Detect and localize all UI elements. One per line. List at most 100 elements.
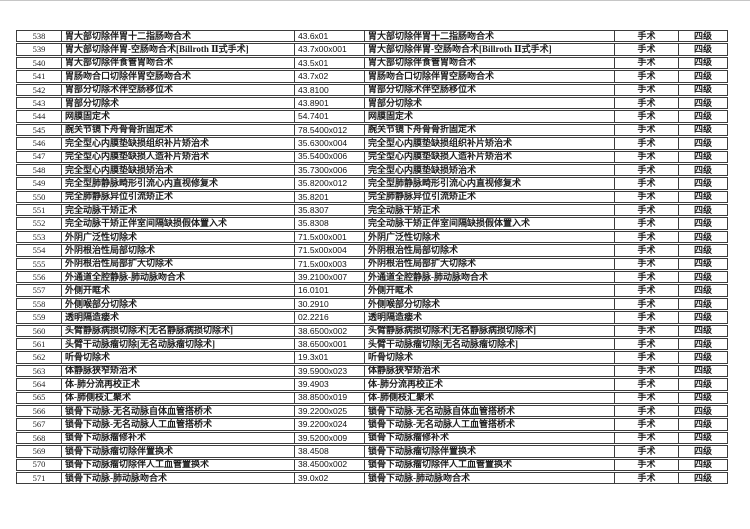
table-row: 539 胃大部切除伴胃-空肠吻合术[Billroth Ⅱ式手术] 43.7x00… [16,43,728,56]
table-row: 560 头臂静脉病损切除术[无名静脉病损切除术] 38.6500x002 头臂静… [16,324,728,337]
level-cell: 四级 [679,324,728,337]
table-row: 550 完全肺静脉异位引流矫正术 35.8201 完全肺静脉异位引流矫正术 手术… [16,190,728,204]
level-cell: 四级 [679,257,728,271]
procedure-name-cell: 锁骨下动脉瘤修补术 [62,431,295,445]
row-number-cell: 570 [16,458,62,471]
category-cell: 手术 [615,297,679,311]
table-row: 543 胃部分切除术 43.8901 胃部分切除术 手术 四级 [16,96,728,110]
procedure-name-repeat-cell: 外侧开眶术 [365,284,615,297]
procedure-name-cell: 体-肺侧枝汇聚术 [62,391,295,404]
row-number-cell: 548 [16,163,62,177]
level-cell: 四级 [679,204,728,217]
procedure-name-repeat-cell: 网膜固定术 [365,110,615,123]
procedure-code-cell: 43.7x00x001 [295,43,365,56]
procedure-name-cell: 锁骨下动脉-无名动脉人工血管搭桥术 [62,418,295,431]
procedure-name-repeat-cell: 体静脉狭窄矫治术 [365,364,615,378]
procedure-name-repeat-cell: 体-肺分流再校正术 [365,378,615,391]
procedure-name-cell: 网膜固定术 [62,110,295,123]
level-cell: 四级 [679,110,728,123]
level-cell: 四级 [679,404,728,418]
level-cell: 四级 [679,458,728,471]
procedure-code-cell: 35.6300x004 [295,137,365,150]
category-cell: 手术 [615,96,679,110]
category-cell: 手术 [615,445,679,458]
level-cell: 四级 [679,284,728,297]
row-number-cell: 547 [16,150,62,163]
table-row: 554 外阴根治性局部切除术 71.5x00x004 外阴根治性局部切除术 手术… [16,244,728,257]
procedure-name-repeat-cell: 外阴根治性局部扩大切除术 [365,257,615,271]
procedure-code-cell: 35.8200x012 [295,177,365,190]
level-cell: 四级 [679,96,728,110]
procedure-name-cell: 胃大部切除伴胃十二指肠吻合术 [62,30,295,43]
row-number-cell: 538 [16,30,62,43]
table-row: 558 外侧喉部分切除术 30.2910 外侧喉部分切除术 手术 四级 [16,297,728,311]
procedure-name-cell: 锁骨下动脉-肺动脉吻合术 [62,471,295,485]
procedure-code-cell: 43.7x02 [295,70,365,83]
category-cell: 手术 [615,30,679,43]
category-cell: 手术 [615,324,679,337]
level-cell: 四级 [679,217,728,230]
procedure-name-repeat-cell: 外通道全腔静脉-肺动脉吻合术 [365,271,615,284]
level-cell: 四级 [679,364,728,378]
procedure-code-cell: 71.5x00x003 [295,257,365,271]
procedure-name-cell: 完全肺静脉异位引流矫正术 [62,190,295,204]
table-row: 552 完全动脉干矫正伴室间隔缺损假体置入术 35.8308 完全动脉干矫正伴室… [16,217,728,230]
procedure-table-body: 538 胃大部切除伴胃十二指肠吻合术 43.6x01 胃大部切除伴胃十二指肠吻合… [16,30,728,485]
category-cell: 手术 [615,163,679,177]
procedure-code-cell: 35.8307 [295,204,365,217]
procedure-name-repeat-cell: 胃肠吻合口切除伴胃空肠吻合术 [365,70,615,83]
level-cell: 四级 [679,123,728,137]
row-number-cell: 554 [16,244,62,257]
procedure-name-repeat-cell: 听骨切除术 [365,351,615,364]
row-number-cell: 545 [16,123,62,137]
procedure-code-cell: 71.5x00x004 [295,244,365,257]
procedure-name-repeat-cell: 胃部分切除术伴空肠移位术 [365,83,615,96]
row-number-cell: 543 [16,96,62,110]
procedure-name-repeat-cell: 完全型心内膜垫缺损矫治术 [365,163,615,177]
procedure-code-cell: 19.3x01 [295,351,365,364]
category-cell: 手术 [615,56,679,70]
category-cell: 手术 [615,123,679,137]
procedure-name-repeat-cell: 锁骨下动脉-肺动脉吻合术 [365,471,615,485]
table-row: 538 胃大部切除伴胃十二指肠吻合术 43.6x01 胃大部切除伴胃十二指肠吻合… [16,30,728,43]
procedure-name-cell: 外侧开眶术 [62,284,295,297]
procedure-name-cell: 完全动脉干矫正伴室间隔缺损假体置入术 [62,217,295,230]
row-number-cell: 565 [16,391,62,404]
category-cell: 手术 [615,150,679,163]
level-cell: 四级 [679,471,728,485]
category-cell: 手术 [615,177,679,190]
table-row: 563 体静脉狭窄矫治术 39.5900x023 体静脉狭窄矫治术 手术 四级 [16,364,728,378]
page-top-edge [0,0,750,1]
category-cell: 手术 [615,83,679,96]
table-row: 568 锁骨下动脉瘤修补术 39.5200x009 锁骨下动脉瘤修补术 手术 四… [16,431,728,445]
level-cell: 四级 [679,378,728,391]
level-cell: 四级 [679,244,728,257]
procedure-name-repeat-cell: 外阴广泛性切除术 [365,230,615,244]
level-cell: 四级 [679,70,728,83]
table-row: 553 外阴广泛性切除术 71.5x00x001 外阴广泛性切除术 手术 四级 [16,230,728,244]
procedure-name-cell: 头臂干动脉瘤切除[无名动脉瘤切除术] [62,337,295,351]
procedure-name-cell: 外通道全腔静脉-肺动脉吻合术 [62,271,295,284]
level-cell: 四级 [679,337,728,351]
table-row: 542 胃部分切除术伴空肠移位术 43.8100 胃部分切除术伴空肠移位术 手术… [16,83,728,96]
level-cell: 四级 [679,150,728,163]
row-number-cell: 555 [16,257,62,271]
level-cell: 四级 [679,83,728,96]
category-cell: 手术 [615,404,679,418]
procedure-code-cell: 39.2200x024 [295,418,365,431]
procedure-code-cell: 35.7300x006 [295,163,365,177]
procedure-name-cell: 完全型心内膜垫缺损人造补片矫治术 [62,150,295,163]
level-cell: 四级 [679,190,728,204]
procedure-name-repeat-cell: 外侧喉部分切除术 [365,297,615,311]
procedure-name-cell: 完全动脉干矫正术 [62,204,295,217]
row-number-cell: 559 [16,311,62,324]
procedure-name-cell: 锁骨下动脉瘤切除伴置换术 [62,445,295,458]
procedure-name-cell: 外侧喉部分切除术 [62,297,295,311]
category-cell: 手术 [615,284,679,297]
table-row: 544 网膜固定术 54.7401 网膜固定术 手术 四级 [16,110,728,123]
row-number-cell: 560 [16,324,62,337]
procedure-name-repeat-cell: 腕关节镜下舟骨骨折固定术 [365,123,615,137]
table-row: 566 锁骨下动脉-无名动脉自体血管搭桥术 39.2200x025 锁骨下动脉-… [16,404,728,418]
procedure-code-cell: 43.6x01 [295,30,365,43]
row-number-cell: 551 [16,204,62,217]
